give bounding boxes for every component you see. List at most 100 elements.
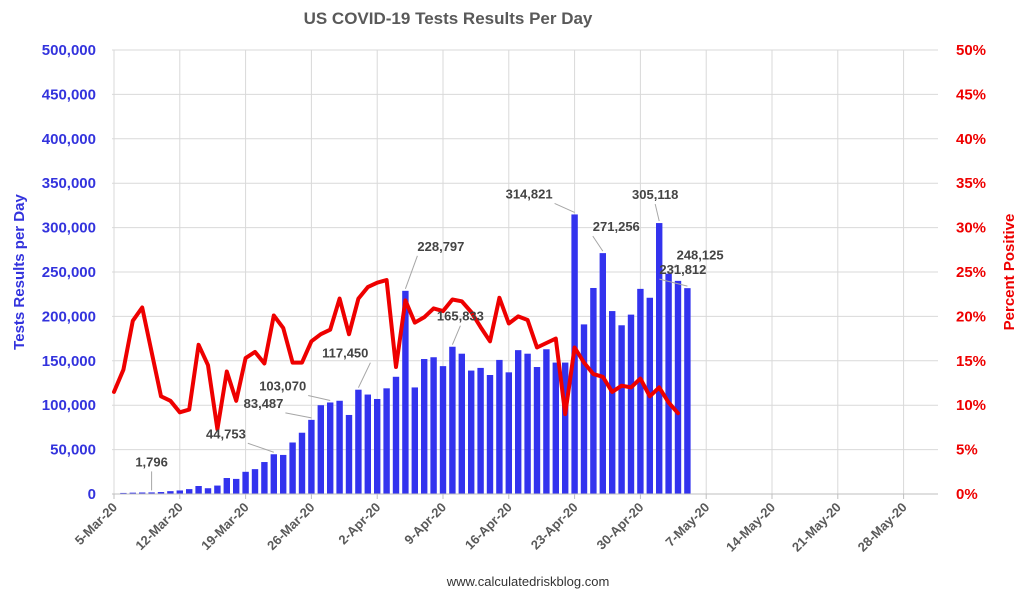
x-tick-label: 9-Apr-20 (401, 500, 449, 548)
bar (139, 492, 146, 494)
data-label: 248,125 (677, 248, 724, 263)
bar (270, 454, 277, 494)
x-tick-label: 28-May-20 (855, 500, 910, 555)
bar (120, 492, 127, 494)
data-label: 305,118 (632, 187, 678, 202)
bar (411, 387, 418, 494)
y2-tick-label: 5% (956, 442, 978, 459)
y2-tick-label: 40% (956, 131, 986, 148)
x-tick-label: 16-Apr-20 (462, 500, 515, 553)
annotation-leader (592, 235, 604, 252)
y2-tick-label: 25% (956, 264, 986, 281)
y2-tick-label: 15% (956, 353, 986, 370)
y-tick-label: 450,000 (42, 86, 96, 103)
y2-tick-label: 0% (956, 486, 978, 503)
annotation-leader (308, 394, 331, 401)
bar (599, 253, 606, 494)
bar (195, 486, 202, 494)
x-tick-label: 5-Mar-20 (72, 500, 120, 548)
y-tick-label: 300,000 (42, 220, 96, 237)
bar (656, 223, 663, 494)
bar (665, 273, 672, 494)
line-layer (112, 278, 680, 432)
bar (449, 346, 456, 494)
bar (477, 367, 484, 494)
y2-tick-label: 50% (956, 42, 986, 59)
bar (552, 362, 559, 494)
chart-title: US COVID-19 Tests Results Per Day (304, 9, 593, 28)
bar (524, 353, 531, 494)
data-label: 271,256 (593, 219, 640, 234)
annotation-leader (404, 255, 418, 289)
data-label: 44,753 (206, 426, 246, 441)
bar (496, 359, 503, 494)
bar (486, 375, 494, 494)
x-tick-label: 2-Apr-20 (335, 500, 383, 548)
bar (186, 489, 193, 494)
bar (157, 492, 165, 494)
bar (627, 314, 635, 494)
bar (533, 367, 541, 494)
bar (374, 398, 381, 494)
bar (345, 414, 353, 494)
bar (167, 491, 174, 494)
bar (439, 366, 447, 494)
bar (289, 442, 296, 494)
y-tick-label: 500,000 (42, 42, 96, 59)
bar (402, 290, 409, 494)
y-tick-label: 100,000 (42, 397, 96, 414)
data-label: 117,450 (322, 346, 368, 361)
annotation-leader (554, 202, 575, 213)
x-tick-label: 21-May-20 (789, 500, 844, 555)
bar (421, 359, 428, 494)
y-tick-label: 150,000 (42, 353, 96, 370)
y-tick-label: 50,000 (50, 442, 96, 459)
bar (468, 370, 475, 494)
bar (383, 388, 390, 494)
y2-tick-label: 30% (956, 220, 986, 237)
x-tick-label: 14-May-20 (723, 500, 778, 555)
y-tick-label: 250,000 (42, 264, 96, 281)
y-tick-label: 350,000 (42, 175, 96, 192)
data-label: 228,797 (417, 239, 464, 254)
annotation-leader (668, 264, 677, 273)
bar (233, 478, 240, 494)
bar (609, 311, 616, 494)
bar (637, 288, 644, 494)
bar (298, 432, 306, 494)
bar (336, 400, 343, 494)
source-label: www.calculatedriskblog.com (446, 574, 610, 589)
data-label: 314,821 (506, 186, 553, 201)
annotation-leader (654, 203, 660, 222)
bar (430, 357, 437, 494)
bar (308, 419, 315, 494)
axis-layer: 0 0% 50,000 5% 100,000 10% 150,000 15% 200,000 20… (42, 42, 986, 555)
bar (580, 324, 588, 494)
bar (543, 349, 550, 494)
x-tick-label: 23-Apr-20 (528, 500, 581, 553)
bar (684, 288, 691, 494)
bar (355, 389, 362, 494)
x-tick-label: 26-Mar-20 (264, 500, 318, 554)
bar (364, 394, 371, 494)
bar (590, 287, 597, 494)
y2-tick-label: 20% (956, 308, 986, 325)
bar (392, 376, 400, 494)
bar (280, 454, 287, 494)
bar (505, 372, 512, 494)
annotation-leader (285, 412, 312, 419)
y-tick-label: 200,000 (42, 308, 96, 325)
data-label: 165,833 (437, 309, 484, 324)
data-label: 83,487 (244, 396, 284, 411)
y2-axis-label: Percent Positive (1001, 214, 1018, 331)
bar (458, 353, 465, 494)
annotation-leader (357, 362, 371, 388)
x-tick-label: 7-May-20 (662, 500, 712, 550)
bar (129, 492, 136, 494)
data-label: 103,070 (259, 378, 306, 393)
bar (327, 402, 334, 494)
y-tick-label: 400,000 (42, 131, 96, 148)
bar (261, 462, 268, 494)
